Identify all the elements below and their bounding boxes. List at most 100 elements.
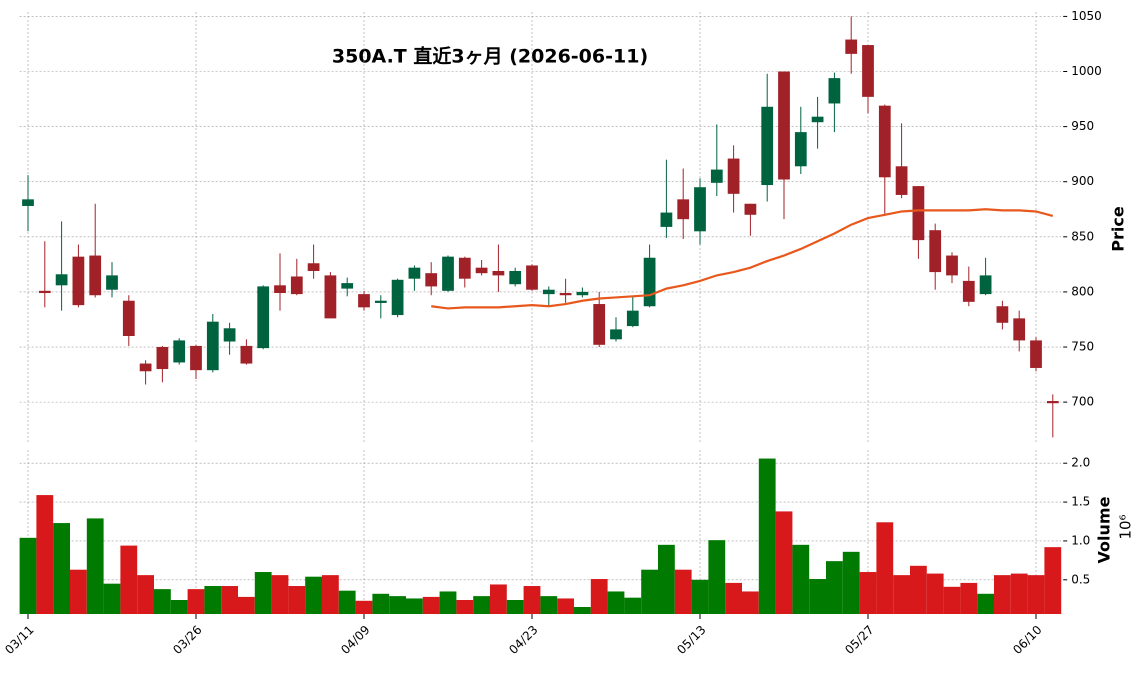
- volume-bar: [506, 600, 524, 614]
- volume-bar: [960, 582, 978, 614]
- volume-bar: [910, 565, 927, 614]
- volume-bar: [36, 495, 54, 614]
- volume-bar: [893, 575, 910, 614]
- candle-body: [1013, 318, 1026, 341]
- candle-body: [542, 289, 555, 295]
- volume-bar: [120, 545, 138, 614]
- volume-bar: [859, 572, 877, 614]
- y-tick-label: 900: [1071, 174, 1094, 188]
- candle-body: [526, 265, 538, 290]
- candle-body: [929, 230, 942, 273]
- candle-body: [1046, 401, 1059, 404]
- volume-bar: [1010, 573, 1028, 614]
- candle-body: [794, 132, 807, 167]
- volume-bar: [809, 579, 826, 614]
- candle-body: [912, 186, 925, 241]
- candle-body: [458, 257, 471, 279]
- volume-bar: [1044, 547, 1062, 614]
- y-tick-label: 700: [1071, 395, 1094, 409]
- axis-offset-label: 10⁶: [1117, 514, 1135, 539]
- candle-body: [89, 255, 102, 296]
- candle-body: [223, 328, 236, 342]
- candle-body: [694, 187, 706, 232]
- volume-bar: [758, 458, 776, 614]
- candle-body: [240, 345, 253, 364]
- candle-body: [425, 273, 438, 287]
- candle-body: [274, 285, 286, 294]
- x-tick-label: 04/09: [338, 623, 372, 657]
- candle-body: [643, 257, 656, 307]
- candle-body: [660, 212, 673, 227]
- volume-bar: [725, 582, 742, 614]
- candle-body: [727, 158, 740, 194]
- volume-bar: [254, 572, 272, 614]
- x-tick-label: 03/26: [170, 623, 204, 657]
- volume-bar: [305, 576, 322, 614]
- volume-bar: [490, 584, 507, 614]
- candle-body: [744, 203, 757, 215]
- y-tick-label: 1.0: [1071, 533, 1090, 547]
- candle-body: [139, 363, 152, 372]
- volume-bar: [103, 583, 121, 614]
- candle-body: [408, 267, 421, 279]
- candle-body: [996, 306, 1009, 323]
- candle-body: [1030, 340, 1042, 368]
- volume-bar: [590, 579, 608, 614]
- volume-bar: [372, 593, 390, 614]
- candle-body: [257, 286, 270, 349]
- x-tick-label: 05/27: [842, 623, 876, 657]
- volume-bar: [574, 607, 591, 614]
- y-tick-label: 750: [1071, 340, 1094, 354]
- volume-bar: [641, 569, 658, 614]
- candle-body: [828, 78, 841, 104]
- volume-bar: [322, 575, 339, 614]
- volume-bar: [187, 589, 205, 614]
- volume-bar: [238, 596, 255, 614]
- volume-bar: [70, 569, 87, 614]
- volume-bar: [456, 600, 474, 614]
- volume-bar: [271, 575, 289, 614]
- candle-body: [190, 345, 202, 371]
- volume-bar: [338, 590, 356, 614]
- x-tick-label: 03/11: [2, 623, 36, 657]
- candle-body: [374, 300, 387, 303]
- y-tick-label: 1000: [1071, 64, 1102, 78]
- volume-bar: [355, 600, 373, 614]
- candle-body: [122, 300, 135, 336]
- candle-body: [324, 275, 337, 319]
- volume-bar: [876, 522, 894, 614]
- candle-body: [895, 166, 908, 195]
- candle-body: [946, 255, 958, 276]
- volume-bar: [926, 573, 944, 614]
- volume-bar: [557, 598, 574, 614]
- candle-body: [72, 256, 85, 306]
- candle-body: [559, 293, 572, 296]
- volume-bar: [53, 523, 70, 614]
- y-tick-label: 1050: [1071, 9, 1102, 23]
- candle-body: [38, 290, 51, 294]
- y-tick-label: 850: [1071, 229, 1094, 243]
- candle-body: [492, 270, 505, 276]
- y-axis-label: Price: [1109, 206, 1128, 252]
- volume-bar: [288, 586, 306, 614]
- volume-bar: [221, 586, 238, 614]
- volume-bar: [624, 597, 642, 614]
- volume-bar: [540, 596, 558, 614]
- volume-bar: [708, 540, 726, 614]
- candle-body: [391, 279, 404, 316]
- volume-bar: [943, 586, 961, 614]
- candle-body: [677, 199, 690, 220]
- volume-bar: [674, 569, 692, 614]
- candle-body: [509, 270, 522, 285]
- candle-body: [862, 45, 874, 97]
- candle-body: [610, 329, 622, 340]
- candle-body: [845, 39, 858, 54]
- volume-bar: [170, 600, 188, 614]
- chart-title: 350A.T 直近3ヶ月 (2026-06-11): [332, 45, 648, 68]
- volume-bar: [658, 544, 675, 614]
- x-tick-label: 04/23: [506, 623, 540, 657]
- candle-body: [962, 280, 975, 302]
- volume-bar: [826, 561, 843, 614]
- volume-bar: [1027, 575, 1045, 614]
- candle-body: [290, 276, 303, 295]
